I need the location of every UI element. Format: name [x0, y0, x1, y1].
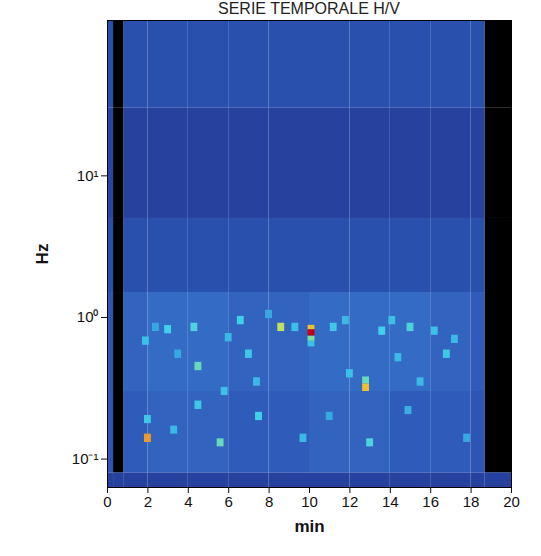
svg-text:8: 8 — [265, 493, 273, 510]
svg-text:14: 14 — [382, 493, 399, 510]
svg-text:18: 18 — [463, 493, 480, 510]
svg-text:10¹: 10¹ — [77, 167, 99, 184]
svg-text:min: min — [294, 517, 324, 536]
svg-text:10: 10 — [301, 493, 318, 510]
svg-text:16: 16 — [422, 493, 439, 510]
svg-text:20: 20 — [503, 493, 520, 510]
svg-text:4: 4 — [184, 493, 192, 510]
html-text:SERIE TEMPORALE H/V: SERIE TEMPORALE H/V — [218, 0, 400, 17]
svg-text:10⁻¹: 10⁻¹ — [72, 450, 99, 467]
svg-text:10⁰: 10⁰ — [77, 308, 99, 325]
svg-text:12: 12 — [342, 493, 359, 510]
svg-text:2: 2 — [144, 493, 152, 510]
svg-text:6: 6 — [225, 493, 233, 510]
svg-text:0: 0 — [103, 493, 111, 510]
svg-text:Hz: Hz — [33, 244, 52, 265]
